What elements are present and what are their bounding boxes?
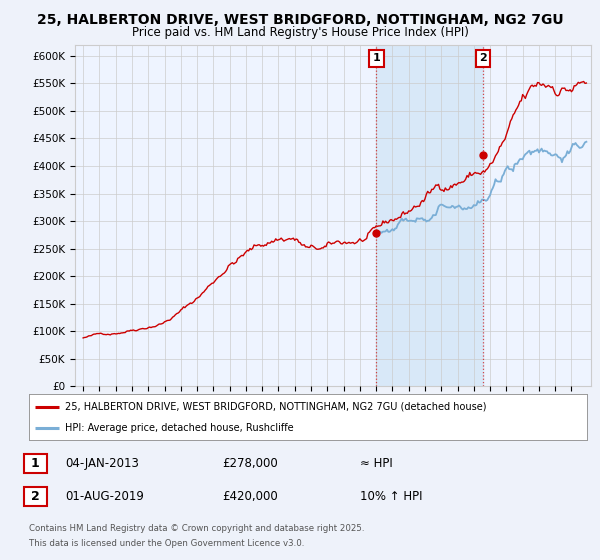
Text: HPI: Average price, detached house, Rushcliffe: HPI: Average price, detached house, Rush… (65, 423, 293, 433)
Text: Contains HM Land Registry data © Crown copyright and database right 2025.: Contains HM Land Registry data © Crown c… (29, 524, 364, 533)
Text: 25, HALBERTON DRIVE, WEST BRIDGFORD, NOTTINGHAM, NG2 7GU: 25, HALBERTON DRIVE, WEST BRIDGFORD, NOT… (37, 13, 563, 27)
Text: 04-JAN-2013: 04-JAN-2013 (65, 457, 139, 470)
Text: £420,000: £420,000 (222, 490, 278, 503)
Bar (376, 45, 483, 386)
Text: 1: 1 (373, 53, 380, 63)
Text: ≈ HPI: ≈ HPI (360, 457, 393, 470)
Text: 2: 2 (479, 53, 487, 63)
Text: £278,000: £278,000 (222, 457, 278, 470)
Text: 25, HALBERTON DRIVE, WEST BRIDGFORD, NOTTINGHAM, NG2 7GU (detached house): 25, HALBERTON DRIVE, WEST BRIDGFORD, NOT… (65, 402, 487, 412)
Text: Price paid vs. HM Land Registry's House Price Index (HPI): Price paid vs. HM Land Registry's House … (131, 26, 469, 39)
Text: 2: 2 (31, 490, 40, 503)
Text: 10% ↑ HPI: 10% ↑ HPI (360, 490, 422, 503)
Text: 1: 1 (31, 457, 40, 470)
Text: This data is licensed under the Open Government Licence v3.0.: This data is licensed under the Open Gov… (29, 539, 304, 548)
Text: 01-AUG-2019: 01-AUG-2019 (65, 490, 143, 503)
